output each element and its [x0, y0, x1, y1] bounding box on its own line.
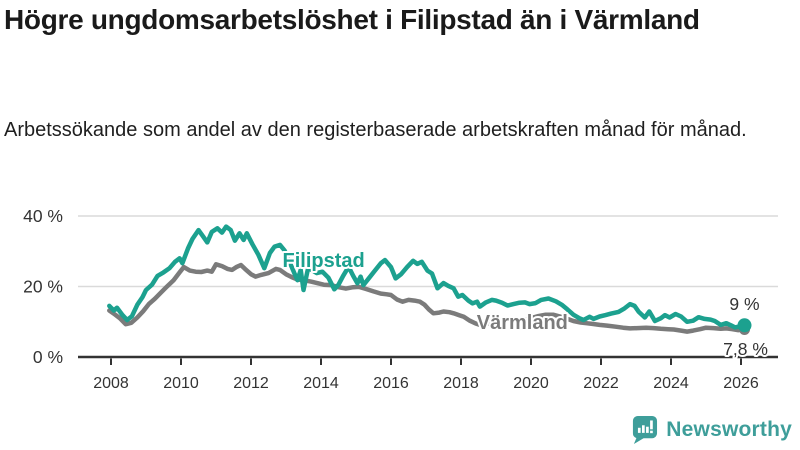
end-value-label-filipstad: 9 % [729, 294, 759, 314]
x-tick-label: 2024 [653, 375, 689, 392]
newsworthy-wordmark: Newsworthy [666, 418, 792, 441]
series-line-varmland [107, 262, 747, 334]
series-label-varmland: Värmland [477, 312, 568, 334]
bar-2 [642, 425, 645, 433]
series-line-filipstad [107, 224, 747, 330]
newsworthy-logo[interactable]: Newsworthy [631, 414, 792, 446]
y-tick-label: 40 % [23, 206, 63, 226]
y-tick-label: 0 % [33, 347, 63, 367]
bar-1 [638, 427, 641, 433]
end-value-label-varmland: 7,8 % [723, 339, 768, 359]
x-tick-label: 2010 [163, 375, 199, 392]
x-tick-label: 2026 [723, 375, 759, 392]
end-dot-filipstad [737, 318, 752, 333]
chart-subtitle: Arbetssökande som andel av den registerb… [4, 119, 747, 141]
y-tick-label: 20 % [23, 277, 63, 297]
page-title: Högre ungdomsarbetslöshet i Filipstad än… [4, 4, 700, 35]
series-label-filipstad: Filipstad [283, 250, 365, 272]
exclamation-stem [650, 420, 654, 430]
x-tick-label: 2020 [513, 375, 549, 392]
newsworthy-bubble-icon [633, 416, 658, 444]
x-tick-label: 2008 [93, 375, 129, 392]
x-tick-label: 2012 [233, 375, 269, 392]
unemployment-line-chart: Filipstad Värmland 9 % 7,8 % 0 % 20 % 40 % 2008… [23, 206, 778, 392]
x-tick-label: 2016 [373, 375, 409, 392]
bar-3 [646, 426, 650, 433]
x-tick-label: 2018 [443, 375, 479, 392]
x-tick-label: 2022 [583, 375, 619, 392]
bubble-shape [633, 416, 658, 444]
exclamation-dot [650, 430, 654, 434]
x-tick-label: 2014 [303, 375, 339, 392]
